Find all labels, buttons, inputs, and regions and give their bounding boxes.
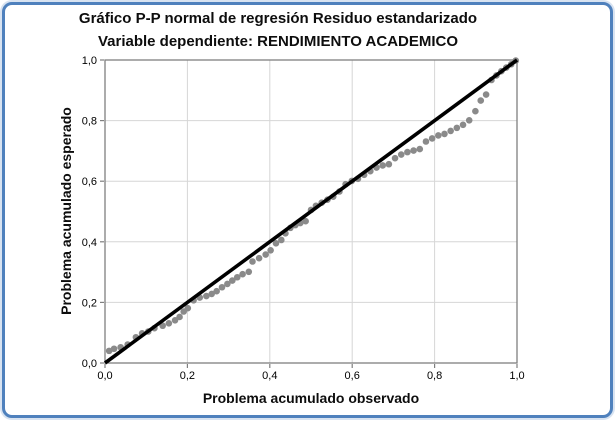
data-point (278, 236, 285, 244)
y-tick-label: 1,0 (82, 55, 97, 67)
data-point (184, 304, 192, 312)
data-point (428, 135, 436, 142)
data-point (465, 116, 473, 124)
data-point (239, 270, 246, 278)
data-point (267, 246, 274, 254)
data-point (391, 154, 399, 162)
data-point (176, 313, 183, 321)
x-tick-label: 1,0 (509, 370, 524, 382)
data-point (249, 258, 256, 265)
x-tick-label: 0,0 (97, 370, 112, 382)
data-point (453, 124, 461, 132)
data-point (482, 91, 490, 98)
y-tick-label: 0,8 (82, 116, 97, 128)
data-point (385, 160, 393, 168)
data-point (213, 287, 220, 295)
y-tick-label: 0,6 (82, 176, 97, 188)
data-point (233, 273, 241, 281)
data-point (416, 145, 424, 153)
data-point (171, 316, 179, 324)
data-point (397, 151, 405, 158)
y-tick-label: 0,0 (82, 358, 97, 370)
data-point (262, 251, 269, 258)
x-tick-label: 0,8 (427, 370, 442, 382)
x-tick-label: 0,4 (262, 370, 277, 382)
data-point (208, 290, 216, 298)
data-point (477, 97, 485, 104)
data-point (441, 130, 448, 138)
data-point (224, 280, 231, 288)
data-point (218, 283, 226, 291)
data-point (229, 277, 236, 284)
data-point (245, 268, 253, 276)
data-point (410, 147, 417, 154)
data-point (379, 162, 386, 169)
data-point (435, 132, 442, 139)
axis-frame (104, 59, 518, 364)
data-point (404, 148, 411, 156)
reference-line (103, 58, 519, 365)
data-point (447, 127, 454, 135)
data-point (272, 240, 280, 247)
chart-title: Gráfico P-P normal de regresión Residuo … (78, 10, 478, 27)
data-point (459, 121, 467, 129)
data-point (472, 107, 479, 115)
data-point (302, 217, 309, 225)
chart-subtitle: Variable dependiente: RENDIMIENTO ACADEM… (97, 33, 459, 50)
data-point (159, 322, 166, 330)
data-point (203, 292, 210, 300)
y-tick-label: 0,2 (82, 297, 97, 309)
data-point (165, 320, 173, 327)
x-axis-title: Problema acumulado observado (202, 390, 420, 406)
y-tick-label: 0,4 (82, 237, 97, 249)
x-tick-label: 0,6 (345, 370, 360, 382)
x-tick-label: 0,2 (180, 370, 195, 382)
data-point (105, 347, 113, 355)
data-point (110, 345, 118, 353)
data-point (255, 254, 263, 262)
data-point (422, 138, 430, 145)
